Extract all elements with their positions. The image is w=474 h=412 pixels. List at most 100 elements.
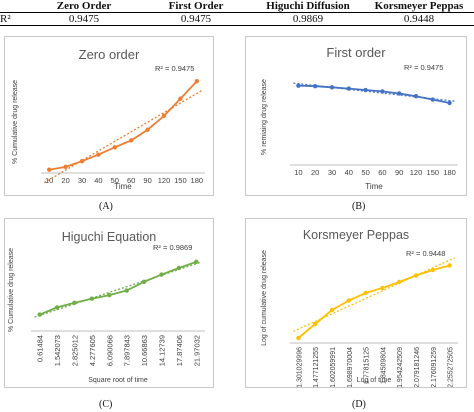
data-point <box>329 85 335 90</box>
chart-korsmeyer: Korsmeyer Peppas R² = 0.9448 Log of cumula… <box>261 228 458 388</box>
x-tick-label: 40 <box>345 168 353 177</box>
panel-label-d: (D) <box>352 399 366 410</box>
data-point <box>194 259 199 265</box>
data-point <box>380 89 385 94</box>
trendline <box>34 261 202 318</box>
chart-title: Korsmeyer Peppas <box>303 228 409 242</box>
x-tick-label: 180 <box>191 176 204 185</box>
x-axis-label: Time <box>114 182 132 191</box>
data-point <box>329 307 335 313</box>
data-point <box>430 97 435 102</box>
series-line <box>49 80 198 171</box>
y-axis-label: % Cumulative drug release <box>8 248 15 332</box>
x-tick-label: 1.698970004 <box>347 347 354 387</box>
x-tick-label: 150 <box>427 168 440 177</box>
x-tick-label: 1.77815125 <box>364 347 371 384</box>
data-point <box>72 300 77 306</box>
data-point <box>37 312 42 317</box>
data-point <box>141 279 147 284</box>
table-header-corner <box>0 0 28 13</box>
data-point <box>363 290 368 296</box>
data-point <box>176 265 182 271</box>
trendline <box>293 82 455 102</box>
x-axis-label: Square root of time <box>88 377 148 384</box>
x-tick-label: 4.277605 <box>88 335 97 366</box>
x-tick-label: 2.255272505 <box>448 347 455 387</box>
data-point <box>363 87 368 93</box>
x-tick-label: 1.542073 <box>53 335 62 366</box>
chart-panel-korsmeyer: Korsmeyer Peppas R² = 0.9448 Log of cumula… <box>245 218 467 388</box>
table-header-first-order: First Order <box>140 0 252 13</box>
table-row-label: R² <box>0 12 28 26</box>
data-point <box>79 158 85 164</box>
r2-annotation: R² = 0.9869 <box>153 243 192 252</box>
r2-summary-table: Zero Order First Order Higuchi Diffusion… <box>0 0 474 26</box>
x-tick-label: 14.12739 <box>158 335 167 366</box>
data-point <box>447 100 452 106</box>
panel-label-c: (C) <box>99 399 113 410</box>
trendline <box>43 89 203 184</box>
x-tick-label: 10 <box>45 176 53 185</box>
r2-annotation: R² = 0.9448 <box>406 249 445 258</box>
series-line <box>39 260 197 316</box>
data-point <box>159 272 164 277</box>
data-point <box>397 91 402 96</box>
x-tick-label: 2.825012 <box>71 335 80 366</box>
table-header-higuchi: Higuchi Diffusion <box>252 0 364 13</box>
x-tick-label: 6.090066 <box>105 335 114 366</box>
x-tick-label: 1.84509804 <box>380 347 387 384</box>
x-tick-label: 10 <box>294 168 302 177</box>
x-tick-label: 50 <box>361 168 369 177</box>
data-point <box>54 305 60 310</box>
data-point <box>447 263 452 268</box>
table-cell-higuchi: 0.9869 <box>252 12 364 26</box>
x-tick-label: 0.61484 <box>36 335 45 362</box>
series-line <box>297 264 450 339</box>
x-tick-label: 2.079181246 <box>414 347 421 387</box>
series-line <box>298 84 450 104</box>
x-axis-label: Log of time <box>357 377 392 384</box>
table-header-korsmeyer: Korsmeyer Peppas <box>364 0 474 13</box>
chart-title: Zero order <box>79 47 140 62</box>
data-point <box>397 279 402 285</box>
data-point <box>296 83 301 88</box>
x-tick-label: 60 <box>127 176 135 185</box>
chart-title: Higuchi Equation <box>62 230 157 244</box>
data-point <box>161 113 167 119</box>
y-axis-label: Log of cumulative drug release <box>261 250 268 346</box>
data-point <box>346 298 351 303</box>
x-tick-label: 17.87406 <box>175 335 184 366</box>
x-tick-label: 90 <box>143 176 151 185</box>
data-point <box>145 127 150 132</box>
chart-zero-order: Zero order R² = 0.9475 % Cumulative drug r… <box>12 47 205 191</box>
chart-panel-first-order: First order R² = 0.9475 % remiaing drug re… <box>245 36 467 196</box>
x-tick-label: 1.954242509 <box>397 347 404 387</box>
chart-first-order: First order R² = 0.9475 % remiaing drug re… <box>261 45 458 191</box>
table-header-zero-order: Zero Order <box>28 0 140 13</box>
x-tick-label: 120 <box>410 168 423 177</box>
chart-panel-zero-order: Zero order R² = 0.9475 % Cumulative drug r… <box>4 36 214 196</box>
x-tick-label: 120 <box>158 176 171 185</box>
x-tick-label: 90 <box>395 168 403 177</box>
data-point <box>178 96 183 101</box>
x-tick-label: 40 <box>94 176 102 185</box>
data-point <box>63 164 68 170</box>
x-axis-label: Time <box>365 182 383 191</box>
x-tick-label: 60 <box>378 168 386 177</box>
x-tick-label: 2.176091259 <box>431 347 438 387</box>
data-point <box>346 86 351 91</box>
data-point <box>380 285 385 291</box>
data-point <box>89 296 95 301</box>
data-point <box>124 288 129 293</box>
table-cell-first-order: 0.9475 <box>140 12 252 26</box>
x-tick-label: 20 <box>61 176 69 185</box>
x-tick-label: 1.477121255 <box>313 347 320 387</box>
x-tick-label: 30 <box>78 176 86 185</box>
x-tick-label: 20 <box>311 168 319 177</box>
data-point <box>296 335 301 341</box>
x-tick-label: 180 <box>443 168 456 177</box>
table-cell-zero-order: 0.9475 <box>28 12 140 26</box>
chart-panel-higuchi: Higuchi Equation R² = 0.9869 % Cumulative … <box>4 218 214 388</box>
trendline <box>293 257 455 332</box>
